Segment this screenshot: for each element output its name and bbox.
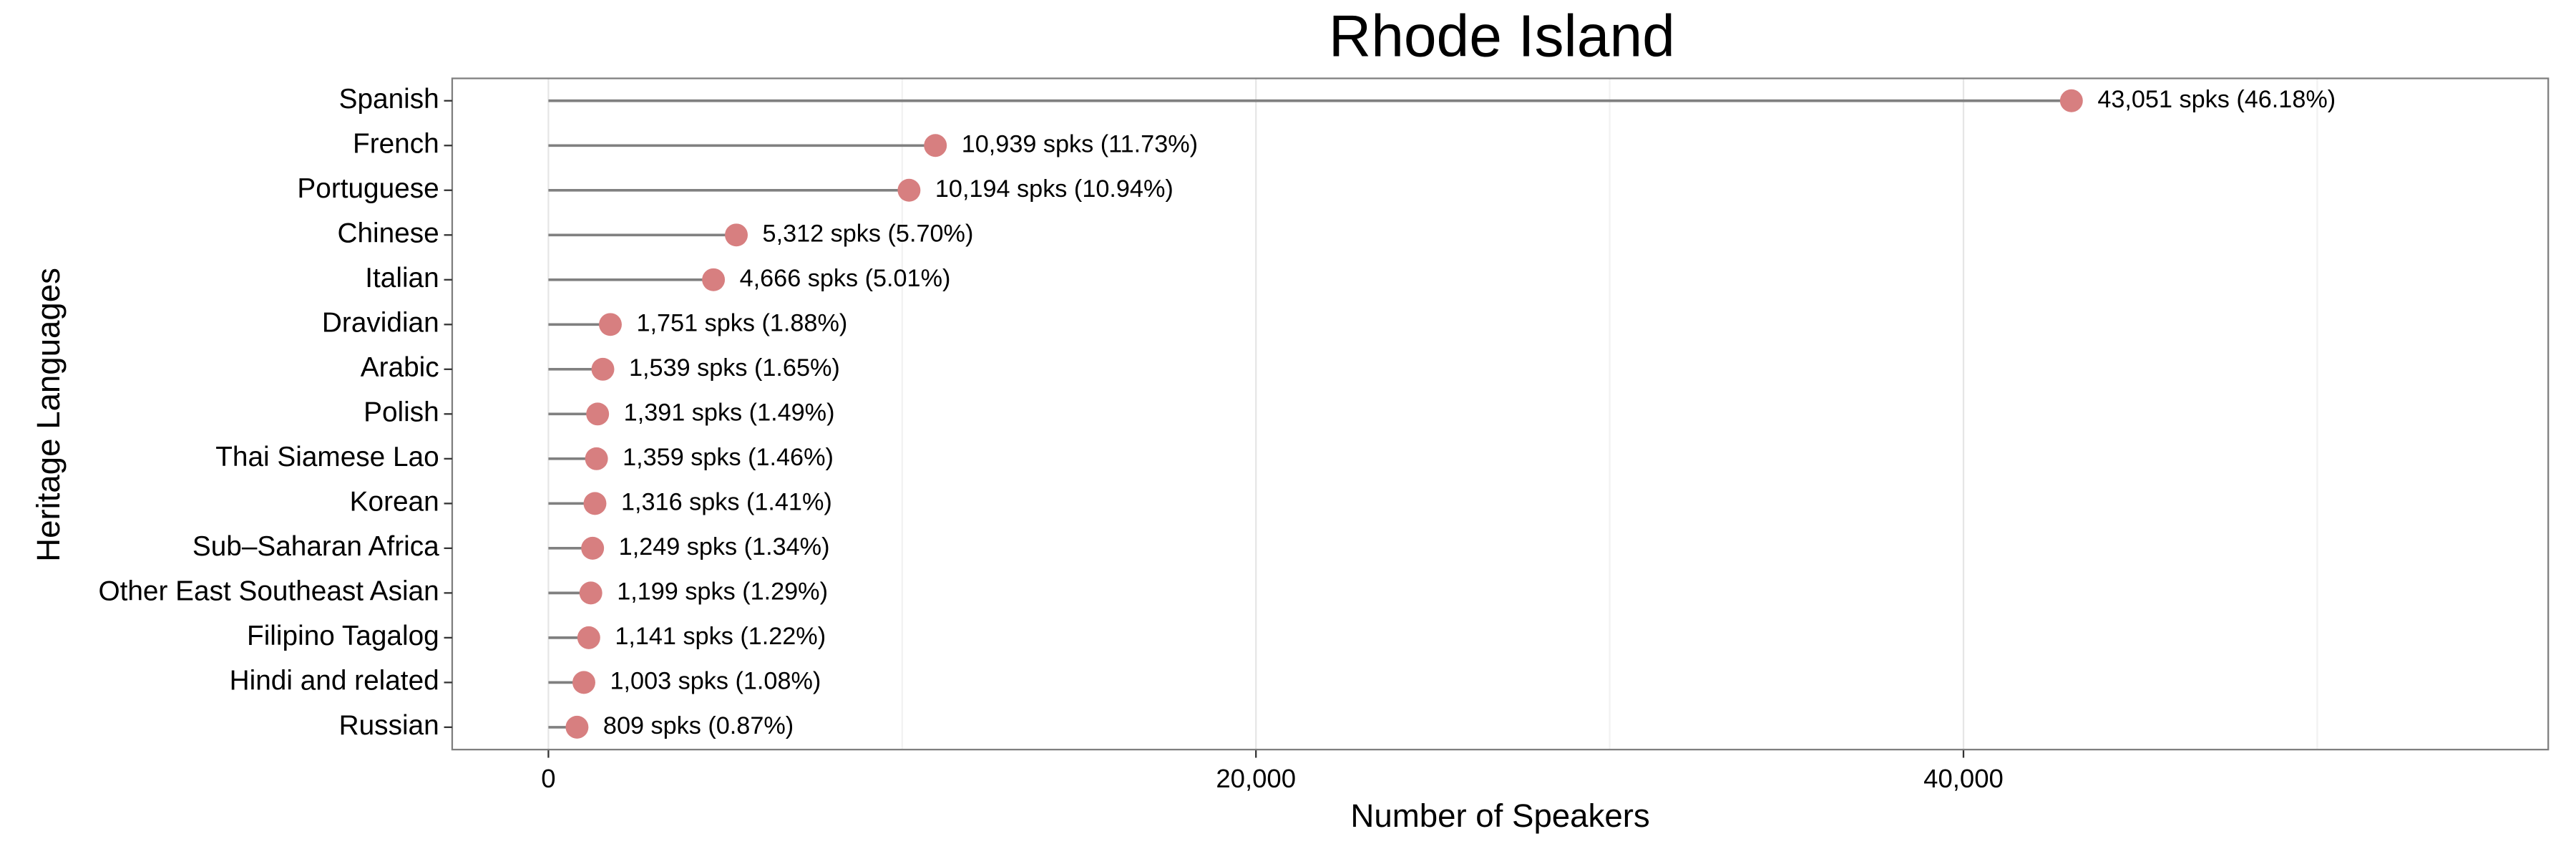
value-label: 4,666 spks (5.01%) [740,265,951,292]
value-label: 1,359 spks (1.46%) [623,444,834,471]
y-tick-label: Arabic [361,352,439,383]
value-label: 809 spks (0.87%) [603,712,794,739]
value-label: 43,051 spks (46.18%) [2097,86,2336,113]
value-label: 1,003 spks (1.08%) [610,667,821,694]
dot [924,134,947,157]
x-tick-label: 0 [541,764,555,793]
value-label: 10,194 spks (10.94%) [935,175,1174,203]
y-tick-label: Other East Southeast Asian [98,576,439,607]
dot [591,357,615,381]
x-axis-label: Number of Speakers [1350,797,1649,834]
y-tick-label: Hindi and related [230,666,439,697]
dot [579,581,602,605]
value-label: 1,141 spks (1.22%) [615,623,826,650]
value-label: 1,316 spks (1.41%) [621,488,832,515]
value-label: 1,249 spks (1.34%) [619,533,830,560]
dot [583,492,607,515]
dot [702,268,726,291]
value-label: 1,199 spks (1.29%) [617,578,828,605]
dot [585,447,608,470]
dot [599,313,622,336]
y-tick-label: Chinese [337,218,439,249]
value-label: 5,312 spks (5.70%) [763,220,974,247]
y-tick-label: Portuguese [297,173,439,204]
dot [581,536,605,560]
value-label: 10,939 spks (11.73%) [962,130,1198,157]
y-axis-label: Heritage Languages [30,268,67,562]
y-tick-label: Polish [364,397,439,428]
y-tick-label: Russian [339,710,439,741]
dot [897,178,921,202]
x-tick-label: 40,000 [1923,764,2004,793]
dot [586,402,610,426]
value-label: 1,391 spks (1.49%) [624,399,835,426]
y-tick-label: Sub–Saharan Africa [192,531,439,562]
value-label: 1,751 spks (1.88%) [636,309,847,336]
y-tick-label: Spanish [339,84,439,115]
dot [2059,89,2083,112]
y-tick-label: Filipino Tagalog [247,621,439,651]
dot [577,626,600,649]
y-tick-label: Italian [365,263,439,293]
y-tick-label: Thai Siamese Lao [215,442,439,472]
dot [725,223,748,247]
chart-title: Rhode Island [1329,4,1675,69]
y-tick-label: French [353,129,439,160]
value-label: 1,539 spks (1.65%) [629,354,840,382]
y-tick-label: Korean [350,487,439,518]
y-tick-label: Dravidian [322,308,439,339]
x-tick-label: 20,000 [1216,764,1296,793]
dot [572,671,595,694]
dot [565,715,589,739]
